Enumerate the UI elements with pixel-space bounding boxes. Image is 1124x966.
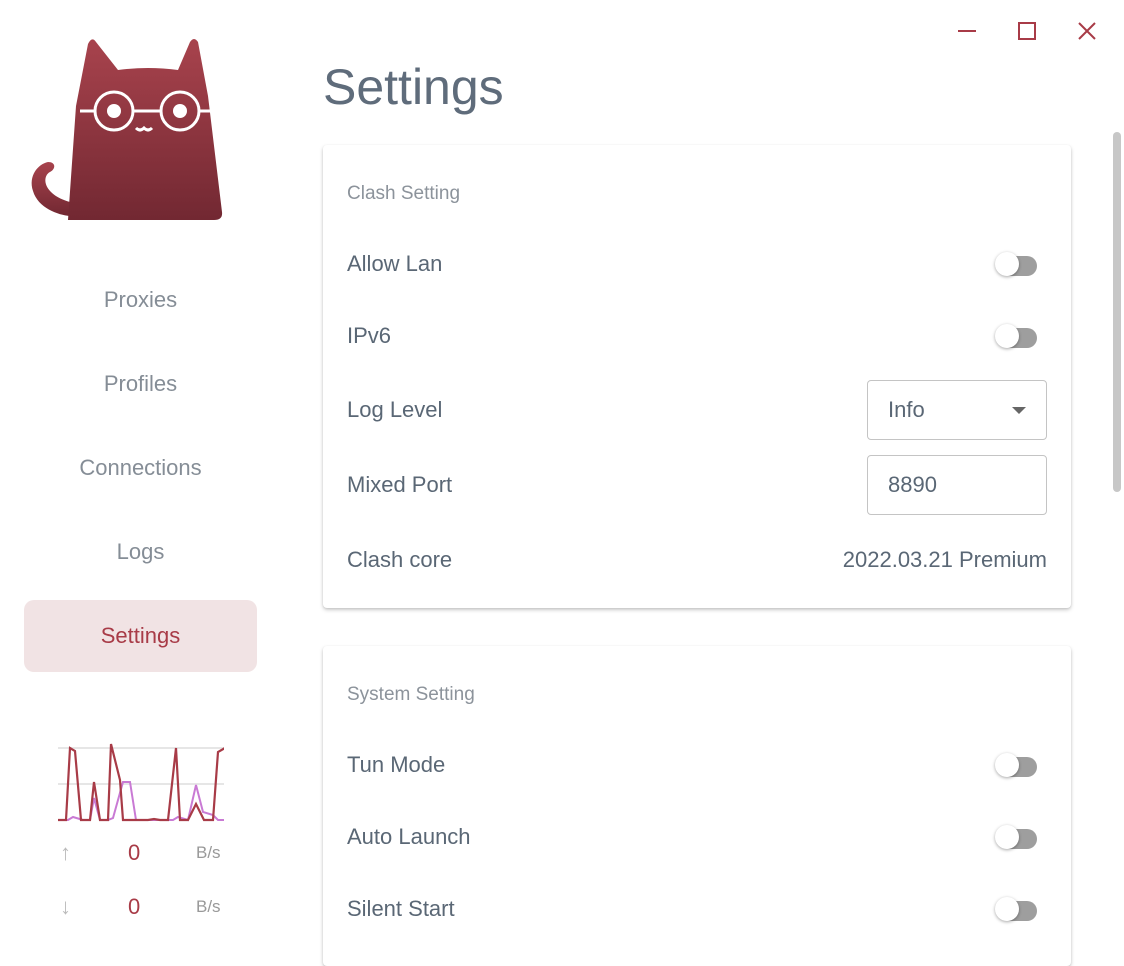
download-line [58, 781, 268, 822]
caret-down-icon [1012, 406, 1026, 414]
ipv6-toggle[interactable] [991, 318, 1047, 354]
sidebar-nav: Proxies Profiles Connections Logs Settin… [24, 264, 257, 684]
auto-launch-toggle[interactable] [991, 819, 1047, 855]
setting-label: Silent Start [347, 896, 455, 921]
minimize-icon [958, 30, 976, 32]
upload-row: ↑ 0 B/s [58, 840, 228, 870]
upload-line [58, 743, 226, 822]
setting-label: Clash core [347, 547, 453, 572]
card-title: System Setting [347, 684, 475, 705]
tun-mode-toggle[interactable] [991, 747, 1047, 783]
clash-core-row: Clash core 2022.03.21 Premium [347, 530, 1047, 590]
allow-lan-row: Allow Lan [347, 234, 1047, 294]
log-level-row: Log Level Info [347, 380, 1047, 440]
sidebar-item-logs[interactable]: Logs [116, 539, 165, 564]
close-icon [1078, 22, 1096, 40]
upload-unit: B/s [196, 843, 221, 862]
window-controls [950, 14, 1104, 48]
sidebar-item-connections[interactable]: Connections [79, 455, 202, 480]
setting-label: Allow Lan [347, 251, 443, 276]
clash-setting-card: Clash Setting Allow Lan IPv6 Log Level I… [323, 145, 1071, 608]
log-level-value: Info [888, 397, 925, 422]
mixed-port-row: Mixed Port 8890 [347, 455, 1047, 515]
setting-label: IPv6 [347, 323, 392, 348]
setting-label: Mixed Port [347, 472, 453, 497]
card-title: Clash Setting [347, 183, 461, 204]
upload-value: 0 [128, 840, 141, 865]
scrollbar[interactable] [1113, 132, 1121, 492]
sidebar-item-settings[interactable]: Settings [24, 600, 257, 672]
log-level-select[interactable]: Info [867, 380, 1047, 440]
download-unit: B/s [196, 897, 221, 916]
setting-label: Tun Mode [347, 752, 446, 777]
sidebar-item-profiles[interactable]: Profiles [103, 371, 178, 396]
minimize-button[interactable] [950, 14, 984, 48]
download-value: 0 [128, 894, 141, 919]
allow-lan-toggle[interactable] [991, 246, 1047, 282]
page-title: Settings [323, 59, 504, 115]
arrow-up-icon: ↑ [60, 840, 71, 865]
sidebar-item-proxies[interactable]: Proxies [103, 287, 178, 312]
silent-start-row: Silent Start [347, 879, 1047, 939]
clash-core-version: 2022.03.21 Premium [842, 547, 1047, 572]
auto-launch-row: Auto Launch [347, 807, 1047, 867]
ipv6-row: IPv6 [347, 306, 1047, 366]
setting-label: Auto Launch [347, 824, 471, 849]
tun-mode-row: Tun Mode [347, 735, 1047, 795]
maximize-button[interactable] [1010, 14, 1044, 48]
setting-label: Log Level [347, 397, 443, 422]
download-row: ↓ 0 B/s [58, 894, 228, 924]
sidebar: Proxies Profiles Connections Logs Settin… [0, 0, 282, 937]
system-setting-card: System Setting Tun Mode Auto Launch Sile… [323, 646, 1071, 966]
traffic-graph [58, 743, 268, 822]
cat-logo [31, 39, 223, 220]
traffic-panel: ↑ 0 B/s ↓ 0 B/s [58, 740, 268, 919]
close-button[interactable] [1070, 14, 1104, 48]
maximize-icon [1018, 22, 1036, 40]
arrow-down-icon: ↓ [60, 894, 71, 919]
silent-start-toggle[interactable] [991, 891, 1047, 927]
mixed-port-input[interactable]: 8890 [867, 455, 1047, 515]
